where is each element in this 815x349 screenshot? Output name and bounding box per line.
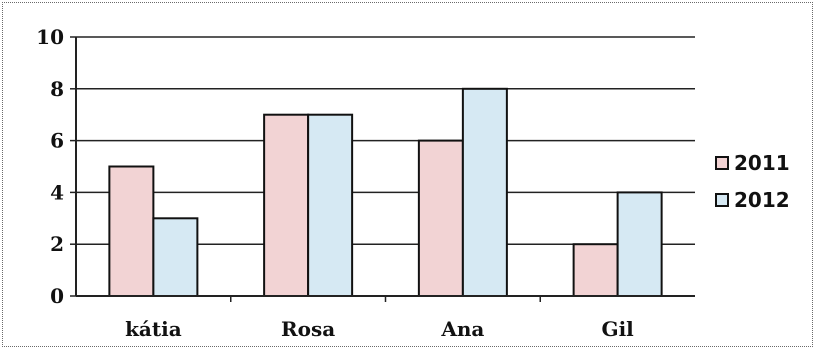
bar-2012-Ana (461, 87, 508, 297)
y-tick-label-10: 10 (36, 25, 64, 49)
y-tick-label-0: 0 (50, 284, 64, 308)
x-tick-labels: kátia Rosa Ana Gil (125, 317, 634, 341)
y-tick-label-4: 4 (50, 180, 64, 204)
bar-2011-Gil (572, 243, 619, 297)
legend-label-2011: 2011 (734, 151, 790, 175)
x-tick-label-1: Rosa (281, 317, 335, 341)
legend-label-2012: 2012 (734, 188, 790, 212)
axes (70, 36, 695, 302)
x-tick-label-0: kátia (125, 317, 182, 341)
bar-2012-Rosa (307, 113, 354, 297)
bar-2011-Rosa (263, 113, 310, 297)
bar-2011-kátia (108, 165, 155, 297)
legend-swatch-2011 (715, 156, 729, 170)
bar-2012-kátia (152, 217, 199, 297)
y-tick-label-8: 8 (50, 77, 64, 101)
y-tick-labels: 0 2 4 6 8 10 (36, 25, 64, 308)
y-tick-label-6: 6 (50, 129, 64, 153)
x-tick-label-3: Gil (601, 317, 634, 341)
bar-2012-Gil (616, 191, 663, 297)
bars (108, 87, 663, 297)
legend: 2011 2012 (715, 151, 790, 212)
legend-swatch-2012 (715, 193, 729, 207)
bar-2011-Ana (417, 139, 464, 297)
x-tick-label-2: Ana (440, 317, 484, 341)
gridlines (76, 36, 695, 245)
y-tick-label-2: 2 (50, 232, 64, 256)
